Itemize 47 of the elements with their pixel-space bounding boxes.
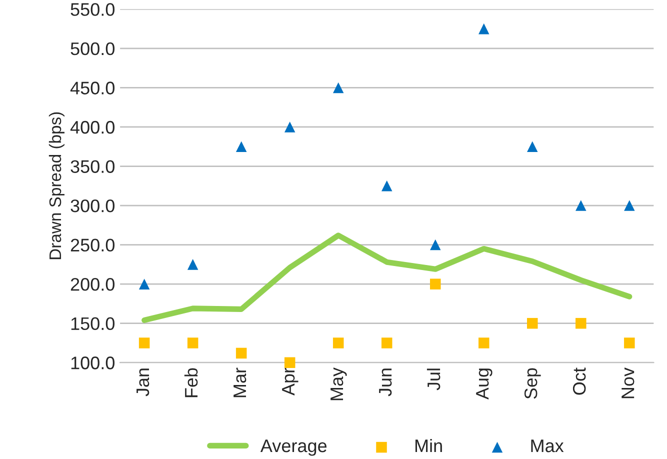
x-tick-label: Jun: [379, 368, 392, 396]
legend-label: Average: [260, 440, 327, 456]
point: [284, 122, 296, 132]
x-tick-label: Nov: [622, 368, 634, 398]
x-tick-label: Jan: [136, 368, 150, 396]
point: [332, 82, 344, 94]
point: [430, 239, 441, 250]
point: [478, 338, 490, 348]
point: [236, 348, 247, 359]
point: [624, 338, 635, 348]
point: [527, 318, 538, 329]
point: [138, 278, 150, 290]
point: [284, 357, 296, 368]
x-tick-label: May: [330, 368, 347, 400]
point: [527, 141, 538, 152]
y-tick-label: 450.0: [70, 82, 114, 94]
point: [187, 338, 198, 348]
y-axis-title: Drawn Spread (bps): [48, 112, 64, 260]
y-tick-label: 350.0: [70, 160, 114, 173]
x-tick-label: Mar: [234, 368, 246, 398]
y-tick-label: 150.0: [71, 317, 114, 330]
y-tick-label: 200.0: [70, 278, 114, 291]
point: [381, 180, 392, 192]
y-tick-label: 400.0: [70, 120, 114, 134]
y-tick-label: 300.0: [70, 199, 114, 212]
point: [576, 200, 586, 211]
y-tick-label: 550.0: [70, 3, 114, 16]
y-tick-label: 500.0: [70, 42, 114, 56]
x-tick-label: Feb: [184, 368, 198, 398]
legend-label: Min: [415, 438, 442, 452]
point: [187, 259, 198, 270]
y-tick-label: 250.0: [70, 238, 114, 252]
point: [478, 23, 490, 34]
point: [236, 141, 247, 152]
point: [332, 338, 344, 348]
x-tick-label: Oct: [572, 368, 586, 395]
point: [576, 318, 586, 329]
y-tick-label: 100.0: [71, 356, 114, 370]
point: [430, 278, 441, 290]
x-tick-label: Apr: [282, 368, 298, 396]
point: [624, 200, 635, 211]
x-tick-label: Sep: [524, 368, 541, 399]
x-tick-label: Aug: [476, 368, 492, 400]
point: [138, 338, 150, 348]
legend-label: Max: [531, 440, 564, 452]
point: [381, 338, 392, 348]
x-tick-label: Jul: [426, 368, 440, 390]
